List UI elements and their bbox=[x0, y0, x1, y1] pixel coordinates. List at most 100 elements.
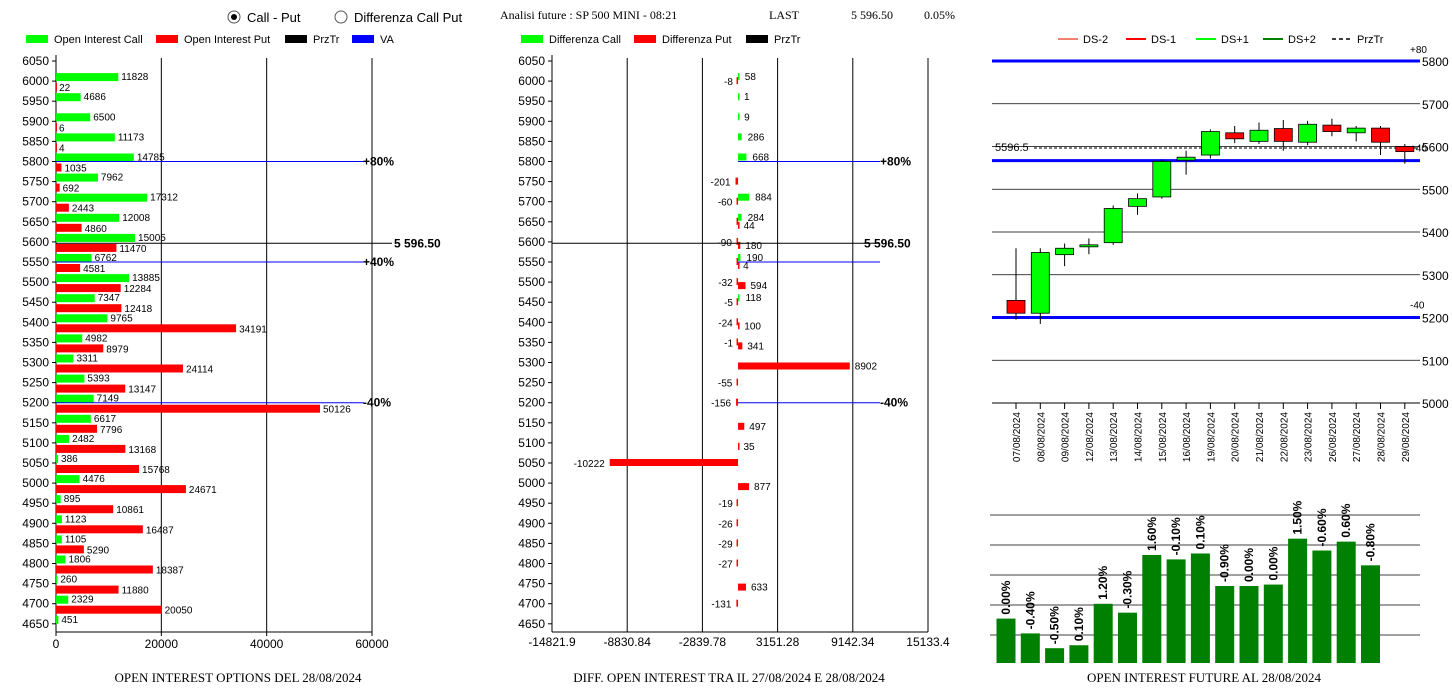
bar-call-label: 3311 bbox=[76, 354, 98, 365]
oi-bar-07/08/2024 bbox=[996, 618, 1016, 663]
y-tick-label: 5100 bbox=[518, 436, 545, 450]
bar-diff-put-5400 bbox=[736, 318, 739, 326]
bar-call-label: 386 bbox=[61, 454, 78, 465]
oi-bar-20/08/2024 bbox=[1215, 586, 1235, 663]
bar-call-5850 bbox=[56, 133, 115, 142]
y-tick-label: 6000 bbox=[518, 74, 545, 88]
legend-label: DS-1 bbox=[1151, 34, 1176, 46]
radio-call-put[interactable]: Call - Put bbox=[227, 10, 301, 25]
bar-diff-call-5700 bbox=[738, 193, 750, 201]
radio-diff-call-put[interactable]: Differenza Call Put bbox=[334, 10, 463, 25]
bar-call-5250 bbox=[56, 374, 85, 383]
bar-diff-put-pos-5650 bbox=[738, 221, 740, 229]
oi-bar-label: -0.30% bbox=[1121, 570, 1135, 608]
y-tick-label: 5950 bbox=[518, 94, 545, 108]
candle-body-14/08/2024 bbox=[1128, 198, 1147, 207]
y-tick-label: 5200 bbox=[1422, 312, 1449, 326]
diff-put-pos-label: 341 bbox=[747, 341, 764, 352]
bar-diff-call-6000 bbox=[738, 73, 740, 81]
y-tick-label: 5500 bbox=[22, 275, 49, 289]
x-tick-label: 20000 bbox=[145, 637, 179, 651]
bar-call-6000 bbox=[56, 73, 119, 82]
oi-bar-label: 0.10% bbox=[1072, 607, 1086, 641]
bar-call-label: 6762 bbox=[95, 253, 118, 264]
bar-put-5250 bbox=[56, 384, 126, 393]
candle-body-09/08/2024 bbox=[1055, 247, 1074, 256]
bar-call-5050 bbox=[56, 455, 59, 463]
y-tick-label: 5150 bbox=[22, 416, 49, 430]
x-tick-label: 3151.28 bbox=[756, 635, 800, 649]
bar-put-5300 bbox=[56, 364, 184, 373]
radio-diff-label: Differenza Call Put bbox=[354, 10, 463, 25]
y-tick-label: 5600 bbox=[22, 235, 49, 249]
x-tick-label: -14821.9 bbox=[528, 635, 576, 649]
y-tick-label: 5200 bbox=[518, 396, 545, 410]
price-label: 5596.5 bbox=[995, 142, 1029, 154]
bar-call-4800 bbox=[56, 555, 66, 564]
bar-diff-put-pos-5400 bbox=[738, 322, 740, 330]
bar-put-5700 bbox=[56, 203, 69, 212]
last-value: 5 596.50 bbox=[851, 8, 893, 22]
bar-diff-call-5550 bbox=[738, 254, 741, 261]
y-tick-label: 5400 bbox=[518, 315, 545, 329]
y-tick-label: 5550 bbox=[518, 255, 545, 269]
diff-put-pos-label: 633 bbox=[751, 583, 768, 594]
oi-bar-22/08/2024 bbox=[1263, 584, 1283, 663]
y-tick-label: 5250 bbox=[22, 376, 49, 390]
candle-body-26/08/2024 bbox=[1322, 124, 1342, 132]
x-tick-label: 12/08/2024 bbox=[1085, 412, 1096, 462]
bar-put-4750 bbox=[56, 585, 119, 594]
bar-call-5750 bbox=[56, 173, 98, 182]
radio-call-put-label: Call - Put bbox=[247, 10, 301, 25]
candle-body-21/08/2024 bbox=[1249, 129, 1269, 142]
y-tick-label: 5250 bbox=[518, 376, 545, 390]
x-tick-label: 40000 bbox=[250, 637, 284, 651]
bar-diff-call-5800 bbox=[738, 153, 747, 161]
diff-put-pos-label: 497 bbox=[749, 422, 766, 433]
va-label: -40% bbox=[880, 396, 908, 410]
bar-call-label: 6617 bbox=[94, 414, 117, 425]
x-tick-label: 07/08/2024 bbox=[1012, 412, 1023, 462]
bar-call-5900 bbox=[56, 113, 91, 122]
y-tick-label: 5700 bbox=[518, 195, 545, 209]
bar-diff-put-5050 bbox=[609, 459, 739, 466]
y-tick-label: 5300 bbox=[22, 356, 49, 370]
y-tick-label: 5500 bbox=[1422, 183, 1449, 197]
oi-bar-26/08/2024 bbox=[1312, 550, 1332, 663]
bar-put-label: 15768 bbox=[142, 465, 170, 476]
oi-bar-23/08/2024 bbox=[1288, 538, 1308, 663]
y-tick-label: 5600 bbox=[518, 235, 545, 249]
bar-put-5150 bbox=[56, 424, 98, 433]
legend-swatch-2 bbox=[746, 35, 768, 43]
legend-swatch-0 bbox=[26, 35, 48, 43]
y-tick-label: 5400 bbox=[22, 315, 49, 329]
bar-call-label: 17312 bbox=[150, 193, 178, 204]
bar-put-label: 7796 bbox=[100, 425, 123, 436]
analysis-title: Analisi future : SP 500 MINI - 08:21 bbox=[500, 8, 677, 22]
x-tick-label: 21/08/2024 bbox=[1255, 412, 1266, 462]
bar-diff-put-5750 bbox=[735, 177, 739, 185]
bar-call-4950 bbox=[56, 495, 61, 504]
x-tick-label: 29/08/2024 bbox=[1401, 412, 1412, 462]
bar-put-5900 bbox=[56, 123, 57, 132]
oi-bar-label: 0.60% bbox=[1339, 503, 1353, 537]
bar-put-4700 bbox=[56, 605, 162, 614]
bar-call-4850 bbox=[56, 535, 62, 544]
y-tick-label: 5750 bbox=[518, 175, 545, 189]
bar-diff-put-5550 bbox=[736, 258, 739, 265]
bar-put-5350 bbox=[56, 344, 104, 353]
x-tick-label: -2839.78 bbox=[679, 635, 727, 649]
bar-call-5600 bbox=[56, 233, 136, 242]
candle-body-23/08/2024 bbox=[1298, 123, 1317, 143]
oi-bar-15/08/2024 bbox=[1142, 554, 1162, 663]
bar-put-label: 20050 bbox=[165, 606, 193, 617]
bar-put-label: 10861 bbox=[116, 505, 144, 516]
diff-put-pos-label: 44 bbox=[744, 221, 756, 232]
diff-put-label: -32 bbox=[718, 278, 733, 289]
bar-diff-put-5250 bbox=[736, 378, 739, 386]
bar-call-label: 7962 bbox=[101, 173, 124, 184]
diff-put-pos-label: 8902 bbox=[855, 362, 878, 373]
bar-put-label: 13147 bbox=[128, 385, 156, 396]
diff-call-label: 190 bbox=[746, 253, 763, 264]
